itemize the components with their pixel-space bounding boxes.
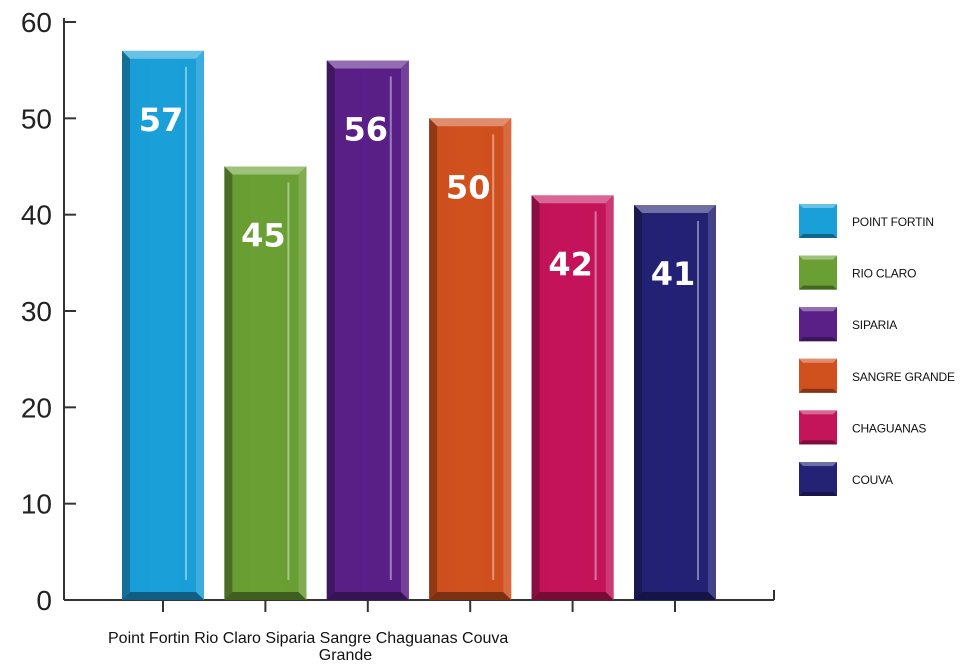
data-label: 42 <box>548 245 593 283</box>
data-label: 50 <box>446 168 491 206</box>
y-tick-label: 30 <box>21 296 52 327</box>
y-tick-label: 50 <box>21 103 52 134</box>
bar-bevel-bottom <box>429 592 512 600</box>
legend-label: RIO CLARO <box>852 267 916 281</box>
data-label: 56 <box>344 111 389 149</box>
legend-swatch <box>799 255 837 290</box>
bar-bevel-top <box>224 166 307 175</box>
bar-bevel-left <box>224 166 233 600</box>
y-tick-labels: 0 10 20 30 40 50 60 <box>21 7 52 616</box>
y-tick-label: 20 <box>21 392 52 423</box>
bar-bevel-right <box>298 166 307 600</box>
x-category-label: Chaguanas <box>376 630 458 647</box>
legend: POINT FORTIN RIO CLARO SIPARIA SANGRE GRAND… <box>799 204 955 496</box>
legend-swatch <box>799 307 837 342</box>
x-category-labels: Point Fortin Rio Claro Siparia SangreGrande… <box>108 630 508 664</box>
bar-bevel-left <box>531 195 540 600</box>
legend-item: SANGRE GRANDE <box>799 358 955 393</box>
bar-couva: 41 <box>634 205 716 601</box>
bar-sangre-grande: 50 <box>429 118 512 600</box>
y-tick-label: 0 <box>36 585 52 616</box>
x-category-label: Couva <box>462 630 508 647</box>
legend-swatch <box>799 410 837 445</box>
bar-chaguanas: 42 <box>531 195 614 600</box>
bar-bevel-right <box>708 205 716 601</box>
legend-label: SANGRE GRANDE <box>852 370 955 384</box>
bar-bevel-bottom <box>326 592 409 600</box>
x-category-label: Sangre <box>320 630 372 647</box>
bar-siparia: 56 <box>326 60 409 601</box>
legend-label: SIPARIA <box>852 318 897 332</box>
legend-swatch <box>799 358 837 393</box>
data-label: 45 <box>241 217 286 255</box>
bar-point-fortin: 57 <box>122 50 204 600</box>
y-tick-label: 10 <box>21 489 52 520</box>
bar-bevel-top <box>326 60 409 69</box>
bar-bevel-bottom <box>634 592 716 600</box>
x-category-label: Rio Claro <box>194 630 261 647</box>
bar-bevel-right <box>400 60 409 601</box>
data-label: 41 <box>651 255 696 293</box>
y-tick-label: 60 <box>21 7 52 38</box>
y-tick-label: 40 <box>21 200 52 231</box>
bar-bevel-right <box>605 195 614 600</box>
bar-bevel-right <box>503 118 512 600</box>
bar-bevel-left <box>122 50 130 600</box>
bar-bevel-right <box>196 50 204 600</box>
data-label: 57 <box>139 101 184 139</box>
bar-bevel-top <box>634 205 716 214</box>
bar-bevel-left <box>429 118 438 600</box>
x-category-label: Siparia <box>265 630 315 647</box>
legend-label: POINT FORTIN <box>852 215 934 229</box>
bar-bevel-left <box>634 205 642 601</box>
bar-bevel-top <box>122 50 204 59</box>
x-category-label: Point Fortin <box>108 630 190 647</box>
bar-bevel-bottom <box>531 592 614 600</box>
legend-item: RIO CLARO <box>799 255 916 290</box>
bar-bevel-bottom <box>224 592 307 600</box>
bar-bevel-bottom <box>122 592 204 600</box>
legend-label: COUVA <box>852 473 893 487</box>
legend-swatch <box>799 462 837 496</box>
bar-bevel-top <box>429 118 512 127</box>
bars: 57 45 56 50 42 41 <box>122 50 716 601</box>
x-category-label: Grande <box>319 647 372 664</box>
bar-bevel-top <box>531 195 614 204</box>
legend-item: SIPARIA <box>799 307 897 342</box>
legend-item: COUVA <box>799 462 893 496</box>
legend-item: POINT FORTIN <box>799 204 934 238</box>
bar-rio-claro: 45 <box>224 166 307 600</box>
legend-swatch <box>799 204 837 238</box>
legend-item: CHAGUANAS <box>799 410 927 445</box>
legend-label: CHAGUANAS <box>852 421 926 435</box>
bar-bevel-left <box>326 60 335 601</box>
